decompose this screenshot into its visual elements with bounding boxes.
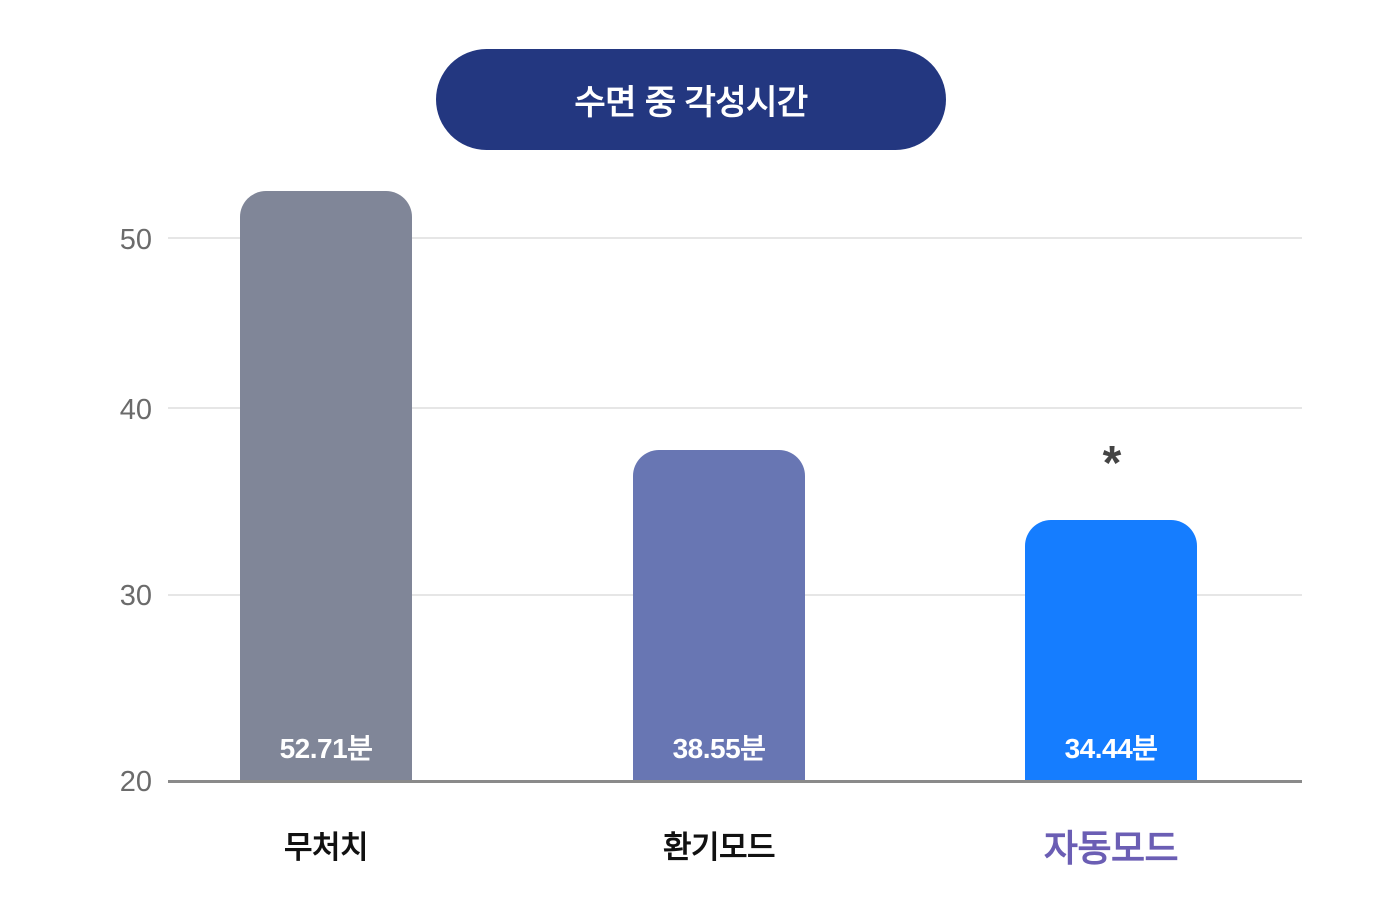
bar-value-label: 52.71분 (279, 733, 373, 764)
y-tick-20: 20 (119, 766, 152, 798)
y-tick-50: 50 (119, 224, 152, 256)
y-tick-40: 40 (119, 394, 152, 426)
x-label-no-treatment: 무처치 (283, 830, 369, 865)
x-axis-baseline (168, 780, 1302, 783)
bar-value-label: 34.44분 (1064, 733, 1158, 764)
x-label-ventilation-mode: 환기모드 (662, 830, 776, 865)
bar-value-label: 38.55분 (672, 733, 766, 764)
x-label-auto-mode: 자동모드 (1043, 828, 1179, 869)
chart-title: 수면 중 각성시간 (436, 49, 946, 150)
y-tick-30: 30 (119, 580, 152, 612)
significance-asterisk: * (1102, 437, 1122, 490)
gridline-40 (168, 407, 1302, 409)
bar-no-treatment: 52.71분 (240, 191, 412, 781)
bar-ventilation-mode: 38.55분 (633, 450, 805, 781)
bar-auto-mode: 34.44분 (1025, 520, 1197, 781)
gridline-50 (168, 237, 1302, 239)
